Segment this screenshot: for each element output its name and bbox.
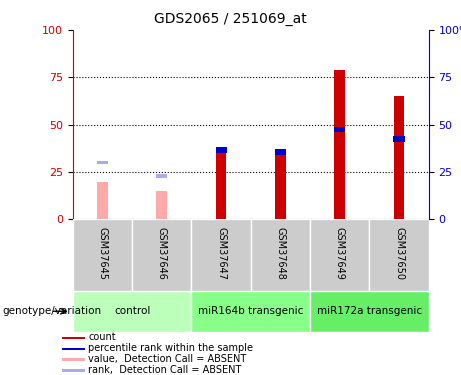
Bar	[62, 358, 85, 361]
Bar	[334, 127, 345, 132]
FancyBboxPatch shape	[191, 291, 310, 332]
Bar	[334, 70, 345, 219]
FancyBboxPatch shape	[251, 219, 310, 291]
FancyBboxPatch shape	[132, 219, 191, 291]
Bar	[97, 182, 108, 219]
FancyBboxPatch shape	[310, 219, 369, 291]
FancyBboxPatch shape	[191, 219, 251, 291]
Text: GSM37646: GSM37646	[157, 227, 167, 280]
Text: percentile rank within the sample: percentile rank within the sample	[88, 343, 253, 353]
Text: rank,  Detection Call = ABSENT: rank, Detection Call = ABSENT	[88, 364, 242, 375]
Bar	[275, 149, 286, 219]
Text: control: control	[114, 306, 150, 316]
Text: GSM37647: GSM37647	[216, 227, 226, 280]
Bar	[216, 147, 227, 153]
Bar	[275, 149, 286, 155]
Bar	[62, 337, 85, 339]
Text: genotype/variation: genotype/variation	[2, 306, 101, 316]
Text: miR164b transgenic: miR164b transgenic	[198, 306, 303, 316]
Bar	[156, 174, 167, 178]
Text: GSM37649: GSM37649	[335, 227, 345, 280]
Text: GSM37645: GSM37645	[97, 227, 107, 280]
Bar	[216, 147, 226, 219]
Text: GSM37650: GSM37650	[394, 227, 404, 280]
Text: GSM37648: GSM37648	[275, 227, 285, 280]
Bar	[62, 348, 85, 350]
FancyBboxPatch shape	[73, 291, 191, 332]
Bar	[97, 160, 108, 165]
Bar	[394, 136, 405, 142]
Bar	[62, 369, 85, 372]
FancyBboxPatch shape	[369, 219, 429, 291]
FancyBboxPatch shape	[310, 291, 429, 332]
Bar	[394, 96, 404, 219]
Text: count: count	[88, 332, 116, 342]
Text: value,  Detection Call = ABSENT: value, Detection Call = ABSENT	[88, 354, 246, 364]
Bar	[156, 191, 167, 219]
Text: miR172a transgenic: miR172a transgenic	[317, 306, 422, 316]
FancyBboxPatch shape	[73, 219, 132, 291]
Text: GDS2065 / 251069_at: GDS2065 / 251069_at	[154, 12, 307, 26]
